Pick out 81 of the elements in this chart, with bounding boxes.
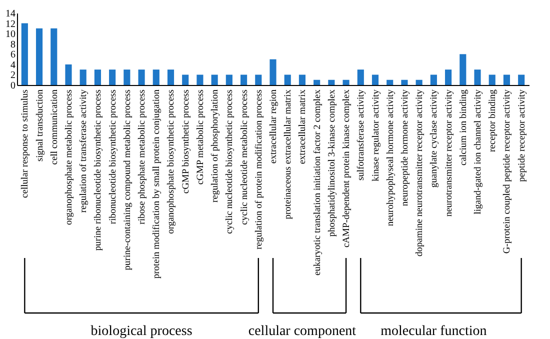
bar	[240, 74, 248, 85]
x-tick-label: neuropeptide hormone activity	[400, 89, 410, 206]
bar	[342, 80, 350, 85]
bar	[460, 54, 466, 85]
x-tick-label: phosphatidylinositol 3-kinase complex	[327, 89, 338, 237]
bar	[65, 64, 72, 85]
bar	[488, 74, 496, 85]
x-tick-label: sulfotransferase activity	[356, 89, 367, 181]
bar	[328, 80, 335, 85]
bar	[50, 28, 58, 85]
y-tick-label: 2	[10, 70, 16, 82]
bar	[430, 74, 437, 85]
x-tick-label: cGMP metabolic process	[196, 89, 206, 185]
x-tick-label: ribonucleotide biosynthetic process	[108, 89, 118, 224]
bar	[124, 70, 130, 85]
x-tick-label: extracellular region	[269, 89, 279, 164]
bar	[36, 28, 43, 85]
x-tick-label: ribose phosphate metabolic process	[138, 89, 148, 224]
x-tick-label: dopamine neurotransmitter receptor activity	[415, 89, 426, 256]
x-tick-label: receptor binding	[488, 89, 498, 152]
x-tick-label: regulation of transferase activity	[79, 89, 90, 213]
bar	[109, 70, 116, 85]
bar	[298, 74, 306, 85]
bar	[21, 23, 28, 85]
x-tick-label: neurotransmitter receptor activity	[444, 89, 454, 217]
bar	[182, 74, 189, 85]
bar	[211, 74, 218, 85]
x-tick-label: neurohypophyseal hormone activity	[386, 89, 396, 226]
x-tick-label: regulation of protein modification process	[254, 89, 264, 250]
x-tick-label: guanylate cyclase activity	[430, 89, 440, 188]
y-tick-label: 10	[6, 29, 16, 40]
x-tick-label: proteinaceous extracellular matrix	[284, 89, 294, 220]
x-tick-label: cyclic nucleotide biosynthetic process	[225, 89, 236, 234]
x-tick-label: signal transduction	[35, 89, 46, 162]
bar	[80, 70, 86, 85]
y-tick-label: 14	[6, 8, 16, 20]
y-tick-label: 6	[10, 50, 16, 61]
x-tick-label: calcium ion binding	[458, 89, 469, 166]
bar	[167, 70, 174, 85]
text: molecular function	[380, 324, 487, 339]
bar	[386, 80, 394, 85]
x-tick-label: cellular response to stimulus	[20, 89, 31, 198]
x-tick-label: purine ribonucleotide biosynthetic process	[94, 89, 104, 251]
x-tick-label: cyclic nucleotide metabolic process	[240, 89, 250, 225]
bar	[401, 80, 408, 85]
x-tick-label: peptide receptor activity	[517, 89, 528, 182]
x-tick-label: cGMP biosynthetic process	[181, 89, 192, 194]
bar	[416, 80, 422, 85]
y-tick-label: 4	[10, 60, 16, 71]
bar	[314, 80, 320, 85]
bar	[284, 74, 291, 85]
bar	[94, 70, 101, 85]
x-tick-label: organophosphate biosynthetic process	[166, 89, 177, 234]
bar	[445, 70, 452, 85]
x-tick-label: cell communication	[50, 89, 60, 165]
x-tick-label: purine-containing compound metabolic process	[122, 89, 133, 270]
x-tick-label: protein modification by small protein conjugation	[152, 89, 162, 279]
text: biological process	[90, 324, 192, 339]
y-tick-label: 0	[10, 80, 16, 92]
x-tick-label: kinase regulator activity	[371, 89, 382, 182]
y-tick-label: 12	[6, 18, 16, 30]
bar	[518, 74, 525, 85]
y-tick-label: 8	[10, 39, 16, 50]
bar	[196, 74, 204, 85]
bar	[503, 74, 510, 85]
x-tick-label: eukaryotic translation initiation factor 2 complex	[312, 89, 323, 276]
bar	[474, 70, 481, 85]
bar	[152, 70, 160, 85]
bar	[138, 70, 145, 85]
x-tick-label: G-protein coupled peptide receptor activity	[502, 89, 513, 254]
x-tick-label: organophosphate metabolic process	[64, 89, 74, 225]
bar	[255, 74, 262, 85]
text: cellular component	[248, 324, 356, 339]
x-tick-label: ligand-gated ion channel activity	[474, 89, 484, 214]
bar	[357, 70, 364, 85]
x-tick-label: regulation of phosphorylation	[210, 89, 221, 202]
bar	[270, 59, 276, 85]
bar	[372, 74, 379, 85]
bar	[226, 74, 232, 85]
x-tick-label: cAMP-dependent protein kinase complex	[342, 89, 352, 248]
x-tick-label: extracellular matrix	[298, 89, 308, 164]
